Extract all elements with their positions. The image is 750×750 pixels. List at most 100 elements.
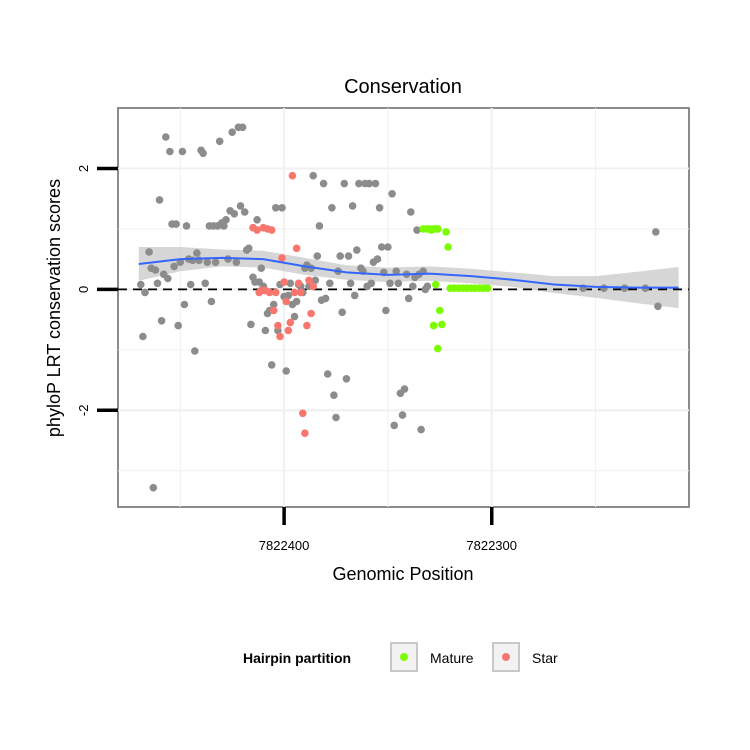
data-point-other — [654, 302, 662, 311]
data-point-other — [342, 375, 351, 383]
data-point-other — [394, 279, 403, 288]
data-point-other — [328, 204, 336, 212]
data-point-other — [353, 246, 361, 254]
data-point-star — [286, 318, 295, 327]
data-point-other — [267, 361, 276, 369]
data-point-other — [222, 216, 230, 224]
data-point-mature — [444, 243, 452, 251]
data-point-star — [288, 171, 297, 180]
data-point-other — [186, 280, 195, 289]
data-point-other — [215, 137, 224, 146]
data-point-other — [423, 282, 432, 291]
data-point-other — [153, 279, 162, 288]
data-point-star — [278, 254, 286, 262]
data-point-other — [340, 179, 349, 188]
data-point-star — [272, 288, 280, 297]
data-point-star — [299, 409, 307, 418]
data-point-other — [355, 179, 363, 188]
x-tick-label: 7822400 — [259, 538, 310, 553]
x-tick-label: 7822300 — [466, 538, 517, 553]
data-point-star — [296, 288, 305, 297]
y-tick-label: 2 — [76, 165, 91, 172]
data-point-other — [278, 204, 286, 212]
data-point-star — [282, 297, 291, 306]
data-point-other — [367, 279, 376, 288]
data-point-other — [141, 288, 149, 297]
legend: Hairpin partition Mature Star — [243, 642, 558, 672]
smooth-trend-line — [138, 256, 679, 289]
data-point-other — [309, 171, 318, 180]
data-point-other — [193, 249, 201, 257]
data-point-mature — [427, 226, 436, 234]
data-point-other — [348, 202, 357, 210]
x-axis-ticks: 7822400 7822300 — [259, 507, 517, 553]
data-point-star — [307, 309, 315, 318]
data-point-star — [253, 226, 261, 234]
data-point-other — [292, 297, 301, 306]
data-point-other — [199, 149, 207, 158]
data-point-mature — [434, 344, 442, 353]
data-point-star — [274, 321, 282, 330]
data-point-other — [191, 347, 199, 355]
data-point-other — [313, 252, 322, 260]
data-point-other — [272, 204, 280, 212]
data-point-star — [267, 226, 276, 234]
confidence-band-layer — [138, 247, 679, 309]
data-point-other — [375, 204, 384, 212]
data-point-other — [137, 280, 145, 289]
data-point-other — [174, 321, 182, 330]
data-point-other — [149, 483, 158, 492]
data-point-other — [321, 294, 330, 303]
data-point-other — [253, 216, 261, 224]
data-point-other — [413, 226, 421, 234]
data-point-other — [330, 391, 338, 400]
y-tick-label: 0 — [76, 286, 91, 293]
points-layer — [137, 123, 662, 492]
data-point-other — [377, 243, 386, 251]
data-point-other — [155, 196, 164, 204]
data-point-star — [280, 278, 288, 286]
data-point-other — [338, 308, 347, 317]
data-point-other — [400, 385, 409, 393]
data-point-other — [257, 264, 266, 273]
data-point-other — [286, 279, 295, 288]
data-point-other — [230, 210, 239, 218]
data-point-other — [162, 133, 170, 141]
plot-panel — [117, 107, 690, 508]
data-point-mature — [431, 280, 440, 289]
data-point-other — [238, 123, 247, 132]
data-point-other — [145, 248, 153, 256]
data-point-star — [290, 288, 299, 297]
data-point-other — [151, 266, 160, 274]
data-point-other — [245, 244, 253, 253]
data-point-other — [346, 279, 355, 288]
data-point-other — [178, 147, 187, 156]
data-point-mature — [438, 320, 446, 329]
data-point-star — [265, 288, 274, 297]
data-point-other — [350, 291, 359, 300]
data-point-star — [269, 306, 278, 315]
data-point-other — [261, 326, 270, 335]
data-point-mature — [434, 225, 442, 233]
data-point-star — [301, 429, 309, 438]
data-point-other — [166, 147, 174, 156]
data-point-other — [371, 179, 380, 188]
data-point-other — [284, 291, 293, 300]
y-tick-label: -2 — [76, 405, 91, 417]
data-point-other — [203, 258, 212, 267]
data-point-other — [311, 276, 320, 285]
data-point-other — [180, 300, 189, 309]
data-point-other — [344, 252, 353, 260]
legend-key-mature-dot — [400, 653, 408, 661]
data-point-other — [392, 267, 401, 276]
data-point-other — [282, 367, 291, 375]
y-axis-ticks: -2 0 2 — [76, 165, 118, 416]
data-point-other — [211, 258, 220, 267]
data-point-other — [247, 320, 255, 329]
data-point-other — [315, 222, 324, 230]
chart-title: Conservation — [344, 76, 462, 98]
data-point-other — [220, 222, 228, 230]
data-point-other — [398, 411, 407, 419]
